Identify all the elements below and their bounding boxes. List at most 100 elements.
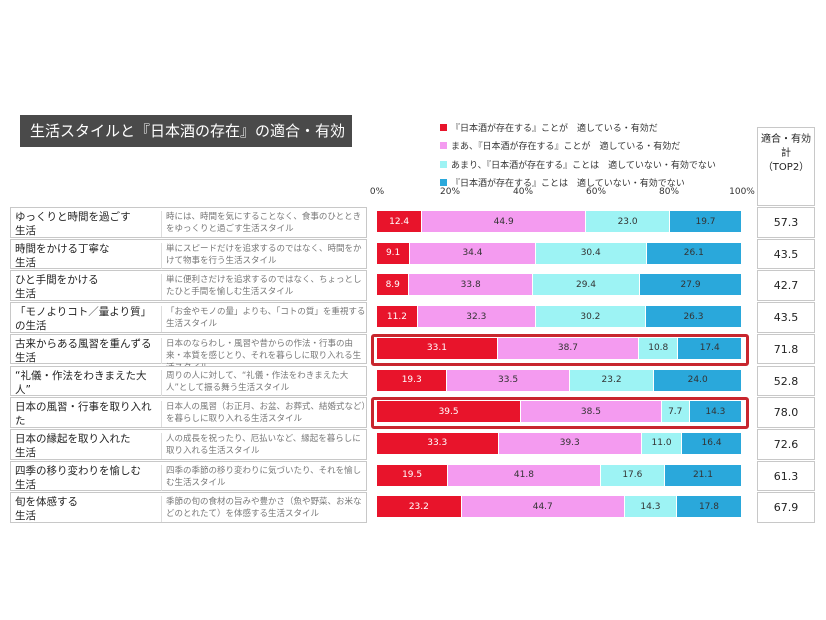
chart-title: 生活スタイルと『日本酒の存在』の適合・有効度 [20,115,352,172]
legend-item: あまり、『日本酒が存在する』ことは 適していない・有効でない [440,155,716,174]
row-description: 人の成長を祝ったり、厄払いなど、縁起を暮らしに取り入れる生活スタイル [161,432,366,459]
top2-value: 67.9 [757,492,815,523]
bar-segment: 39.5 [377,401,522,423]
bar-segment: 19.5 [377,464,449,486]
row-label-box: 古来からある風習を重んずる 生活 日本のならわし・風習や昔からの作法・行事の由来・… [10,333,367,373]
row-label-box: 日本の風習・行事を取り入れた 生活日本人の風習（お正月、お盆、お葬式、結婚式など… [10,397,367,441]
bar-segment: 17.6 [600,464,665,486]
legend-swatch [440,142,447,150]
row-label: ひと手間をかける 生活 [15,274,99,301]
bar-segment: 32.3 [417,306,536,328]
stacked-bar: 19.3 33.5 23.2 24.0 [377,369,742,391]
bar-segment: 19.7 [670,211,742,232]
top2-value: 52.8 [757,365,815,397]
bar-segment: 34.4 [410,242,536,264]
row-description: 時には、時間を気にすることなく、食事のひとときをゆっくりと過ごす生活スタイル [161,211,366,237]
bar-segment: 23.0 [586,211,671,232]
bar-segment: 11.0 [641,432,683,454]
row-label-box: ゆっくりと時間を過ごす 生活 時には、時間を気にすることなく、食事のひとときをゆっ… [10,207,367,238]
row-label: ゆっくりと時間を過ごす 生活 [15,211,131,237]
top2-value: 78.0 [757,397,815,428]
row-description: 日本のならわし・風習や昔からの作法・行事の由来・本質を感じとり、それを暮らしに取… [161,337,366,373]
bar-segment: 26.3 [645,306,742,328]
bar-segment: 14.3 [689,401,742,423]
bar-segment: 38.7 [497,337,640,359]
stacked-bar: 33.1 38.7 10.8 17.4 [377,337,742,359]
bar-segment: 23.2 [569,369,655,391]
top2-value: 43.5 [757,238,815,270]
bar-segment: 7.7 [661,401,690,423]
bar-segment: 27.9 [640,274,742,296]
bar-segment: 14.3 [624,496,677,518]
row-label: 旬を体感する 生活 [15,496,78,523]
bar-segment: 33.1 [377,337,498,359]
bar-segment: 30.4 [535,242,647,264]
row-description: 季節の旬の食材の旨みや豊かさ（魚や野菜、お米などのとれたて）を体感する生活スタイ… [161,496,366,523]
bar-segment: 39.3 [498,432,642,454]
row-label-box: 日本の縁起を取り入れた 生活 人の成長を祝ったり、厄払いなど、縁起を暮らしに取り入… [10,428,367,460]
bar-segment: 10.8 [639,337,679,359]
top2-value: 57.3 [757,207,815,238]
top2-value: 71.8 [757,333,815,365]
stacked-bar: 39.5 38.5 7.7 14.3 [377,401,742,423]
stacked-bar: 23.2 44.7 14.3 17.8 [377,496,742,518]
row-label-box: ひと手間をかける 生活 単に便利さだけを追求するのではなく、ちょっとしたひと手間を… [10,270,367,302]
row-label: 古来からある風習を重んずる 生活 [15,337,152,364]
row-description: 「お金やモノの量」よりも、「コトの質」を重視する生活スタイル [161,306,366,333]
top2-header-line2: 計 [781,148,791,159]
highlight-frame [371,333,749,366]
legend-swatch [440,179,447,187]
bar-segment: 44.7 [461,496,625,518]
row-description: 周りの人に対して、“礼儀・作法をわきまえた大人”として振る舞う生活スタイル [161,369,366,396]
top2-header: 適合・有効 計 （TOP2） [757,133,815,175]
x-tick-label: 100% [729,187,755,197]
bar-segment: 24.0 [654,369,742,391]
top2-value: 42.7 [757,270,815,302]
stacked-bar: 12.4 44.9 23.0 19.7 [377,211,742,232]
bar-segment: 33.3 [377,432,499,454]
row-description: 単にスピードだけを追求するのではなく、時間をかけて物事を行う生活スタイル [161,242,366,269]
bar-segment: 16.4 [682,432,742,454]
row-label-box: 「モノよりコト／量より質」 の生活 「お金やモノの量」よりも、「コトの質」を重視す… [10,302,367,333]
bar-segment: 8.9 [377,274,410,296]
legend-label: 『日本酒が存在する』ことは 適していない・有効でない [451,179,685,190]
bar-segment: 33.5 [447,369,570,391]
row-label-box: 時間をかける丁寧な 生活 単にスピードだけを追求するのではなく、時間をかけて物事を… [10,238,367,270]
legend-item: まあ、『日本酒が存在する』ことが 適している・有効だ [440,137,716,156]
row-label: 時間をかける丁寧な 生活 [15,242,110,269]
legend-label: あまり、『日本酒が存在する』ことは 適していない・有効でない [451,160,716,171]
highlight-frame [371,397,749,430]
row-label: 四季の移り変わりを愉しむ 生活 [15,464,141,491]
legend-swatch [440,123,447,131]
bar-segment: 33.8 [409,274,533,296]
bar-segment: 38.5 [521,401,662,423]
bar-segment: 29.4 [532,274,641,296]
row-description: 日本人の風習（お正月、お盆、お葬式、結婚式など）を暮らしに取り入れる生活スタイル [161,401,366,428]
legend-swatch [440,160,447,168]
bar-segment: 17.4 [678,337,742,359]
row-label-box: 旬を体感する 生活 季節の旬の食材の旨みや豊かさ（魚や野菜、お米などのとれたて）を… [10,492,367,523]
top2-value: 72.6 [757,428,815,460]
row-label: 日本の縁起を取り入れた 生活 [15,432,131,459]
legend-item: 『日本酒が存在する』ことは 適していない・有効でない [440,174,716,193]
bar-segment: 12.4 [377,211,423,232]
top2-value: 61.3 [757,460,815,492]
legend-item: 『日本酒が存在する』ことが 適している・有効だ [440,118,716,137]
top2-header-line1: 適合・有効 [761,134,811,145]
row-description: 四季の季節の移り変わりに気づいたり、それを愉しむ生活スタイル [161,464,366,491]
top2-header-line3: （TOP2） [762,162,810,173]
row-description: 単に便利さだけを追求するのではなく、ちょっとしたひと手間を愉しむ生活スタイル [161,274,366,301]
stacked-bar: 19.5 41.8 17.6 21.1 [377,464,742,486]
bar-segment: 26.1 [646,242,742,264]
bar-segment: 9.1 [377,242,411,264]
legend: 『日本酒が存在する』ことが 適している・有効だまあ、『日本酒が存在する』ことが … [440,118,716,192]
legend-label: 『日本酒が存在する』ことが 適している・有効だ [451,123,658,134]
bar-segment: 19.3 [377,369,448,391]
bar-segment: 23.2 [377,496,462,518]
top2-value: 43.5 [757,302,815,333]
row-label-box: “礼儀・作法をわきまえた大人” の生活周りの人に対して、“礼儀・作法をわきまえた… [10,365,367,410]
stacked-bar: 33.3 39.3 11.0 16.4 [377,432,742,454]
legend-label: まあ、『日本酒が存在する』ことが 適している・有効だ [451,142,681,153]
top2-header-box [757,127,815,206]
stacked-bar: 11.2 32.3 30.2 26.3 [377,306,742,328]
